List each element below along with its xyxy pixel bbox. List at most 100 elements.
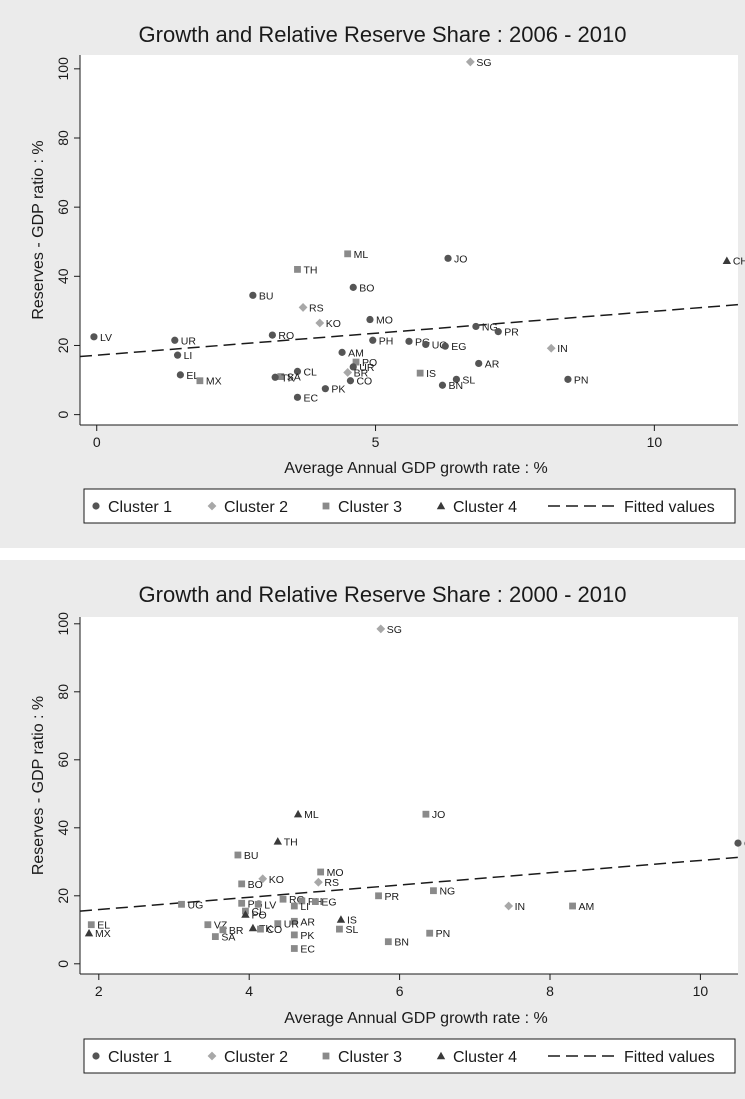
data-point-ch bbox=[722, 256, 732, 264]
point-label: IS bbox=[426, 368, 436, 380]
plot-area bbox=[80, 55, 738, 425]
data-point-vz bbox=[204, 921, 212, 929]
point-label: RO bbox=[278, 330, 294, 342]
data-point-is bbox=[336, 915, 346, 923]
point-label: UG bbox=[188, 899, 204, 911]
point-label: MX bbox=[95, 928, 111, 940]
data-point-ko bbox=[315, 318, 325, 328]
data-point-br bbox=[343, 368, 353, 377]
data-point-bu bbox=[249, 291, 257, 299]
data-point-mo bbox=[366, 315, 374, 324]
x-tick-label: 10 bbox=[647, 434, 663, 450]
y-tick-label: 0 bbox=[55, 411, 71, 419]
point-label: ML bbox=[354, 249, 369, 261]
point-label: AM bbox=[348, 347, 364, 359]
legend-label: Fitted values bbox=[624, 1049, 715, 1066]
legend-label: Fitted values bbox=[624, 499, 715, 516]
data-point-co bbox=[257, 925, 264, 933]
point-label: CH bbox=[733, 256, 745, 268]
data-point-bo bbox=[238, 880, 246, 888]
data-point-pk bbox=[321, 385, 329, 393]
point-label: NG bbox=[439, 886, 455, 898]
data-point-th bbox=[273, 837, 282, 845]
point-label: RS bbox=[324, 877, 339, 889]
data-point-el bbox=[176, 371, 184, 379]
point-label: BO bbox=[248, 879, 263, 891]
point-label: CL bbox=[303, 366, 317, 378]
point-label: BN bbox=[394, 937, 409, 949]
point-label: TH bbox=[284, 836, 298, 848]
point-label: PK bbox=[331, 384, 345, 396]
point-label: EC bbox=[300, 944, 315, 956]
data-point-pk bbox=[290, 931, 298, 939]
point-label: EL bbox=[186, 370, 199, 382]
point-label: BR bbox=[229, 925, 244, 937]
point-label: SA bbox=[287, 372, 301, 384]
point-label: KO bbox=[326, 318, 341, 330]
data-point-is bbox=[416, 369, 424, 377]
point-label: EC bbox=[303, 392, 318, 404]
data-point-lv bbox=[254, 900, 262, 908]
x-tick-label: 6 bbox=[396, 983, 404, 999]
data-point-sg bbox=[376, 624, 386, 634]
point-label: SL bbox=[345, 924, 358, 936]
plot-content: SGMLJOTHCHBUMOKOBORSNGPRROPHEGUGPGLVLIIN… bbox=[80, 624, 745, 956]
data-point-ur bbox=[349, 363, 357, 371]
data-point-po bbox=[352, 358, 360, 366]
point-label: BO bbox=[359, 282, 374, 294]
data-point-li bbox=[290, 902, 298, 910]
point-label: PO bbox=[251, 910, 266, 922]
point-label: IS bbox=[347, 915, 357, 927]
data-point-cl bbox=[293, 367, 302, 376]
point-label: LI bbox=[300, 901, 309, 913]
legend-marker-cluster-4 bbox=[436, 501, 446, 510]
data-point-ng bbox=[472, 322, 480, 331]
point-label: UR bbox=[359, 362, 375, 374]
point-label: EG bbox=[451, 341, 466, 353]
data-point-ro bbox=[279, 895, 287, 903]
legend bbox=[83, 488, 736, 524]
point-label: TH bbox=[303, 264, 317, 276]
point-label: UR bbox=[181, 335, 197, 347]
x-tick-label: 2 bbox=[95, 983, 103, 999]
y-tick-label: 20 bbox=[55, 888, 71, 904]
data-point-bu bbox=[234, 851, 242, 859]
data-point-in bbox=[546, 343, 556, 353]
legend-marker-cluster-3 bbox=[322, 502, 330, 510]
data-point-in bbox=[504, 901, 514, 911]
data-point-am bbox=[569, 902, 576, 910]
point-label: BU bbox=[244, 850, 259, 862]
data-point-mx bbox=[84, 928, 94, 937]
point-label: PH bbox=[379, 335, 394, 347]
data-point-th bbox=[294, 265, 301, 273]
data-point-ec bbox=[290, 945, 298, 952]
point-label: MO bbox=[376, 315, 393, 327]
data-point-pr bbox=[494, 328, 502, 336]
chart-panel-2000-2010: Growth and Relative Reserve Share : 2000… bbox=[0, 560, 745, 1099]
point-label: EG bbox=[321, 897, 336, 909]
y-tick-label: 60 bbox=[55, 199, 71, 215]
point-label: KO bbox=[269, 874, 284, 886]
point-label: LV bbox=[264, 899, 276, 911]
data-point-br bbox=[219, 926, 227, 934]
data-point-rs bbox=[313, 877, 323, 887]
data-point-ro bbox=[268, 331, 276, 339]
data-point-sa bbox=[277, 373, 285, 380]
point-label: MO bbox=[327, 867, 344, 879]
point-label: IN bbox=[557, 343, 568, 355]
point-label: LV bbox=[100, 332, 112, 344]
point-label: AR bbox=[485, 358, 500, 370]
y-tick-label: 100 bbox=[55, 612, 71, 636]
data-point-pn bbox=[426, 929, 434, 937]
point-label: IN bbox=[515, 901, 526, 913]
data-point-li bbox=[173, 351, 182, 359]
data-point-po bbox=[241, 910, 250, 918]
point-label: PK bbox=[300, 930, 314, 942]
x-tick-label: 4 bbox=[245, 983, 253, 999]
legend-marker-cluster-2 bbox=[207, 1051, 217, 1061]
fitted-line bbox=[80, 303, 739, 358]
point-label: PR bbox=[385, 891, 400, 903]
data-point-ec bbox=[293, 393, 302, 401]
legend-marker-cluster-4 bbox=[436, 1051, 446, 1060]
x-tick-label: 5 bbox=[372, 434, 380, 450]
